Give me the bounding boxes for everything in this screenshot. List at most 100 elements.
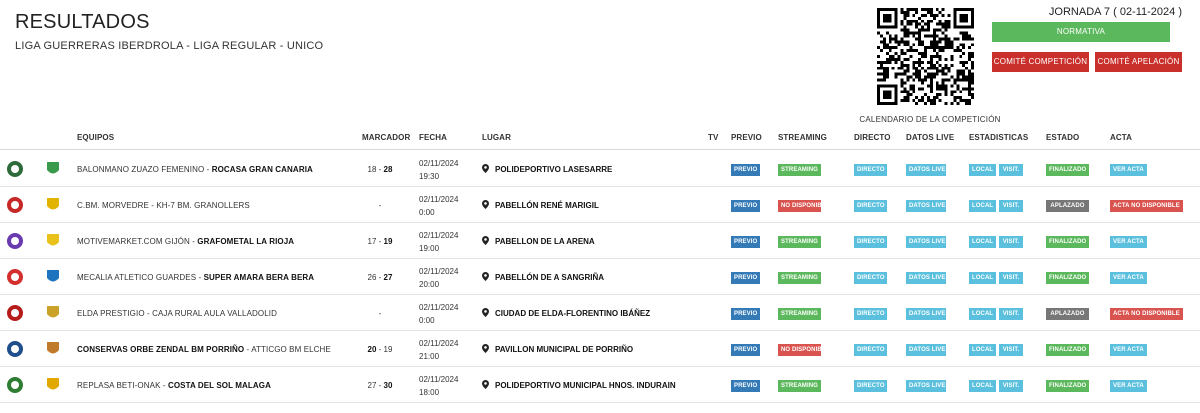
table-row: CONSERVAS ORBE ZENDAL BM PORRIÑO - ATTIC…: [0, 331, 1200, 367]
comite-competicion-button[interactable]: COMITÉ COMPETICIÓN: [992, 52, 1089, 72]
directo-button[interactable]: DIRECTO: [854, 272, 887, 284]
visitor-team-name[interactable]: COSTA DEL SOL MALAGA: [167, 381, 271, 390]
teams-cell[interactable]: BALONMANO ZUAZO FEMENINO - ROCASA GRAN C…: [77, 165, 313, 174]
datos-live-button[interactable]: DATOS LIVE: [906, 344, 946, 356]
venue-cell[interactable]: PABELLÓN DE A SANGRIÑA: [482, 272, 604, 282]
page-title: RESULTADOS: [15, 11, 150, 33]
previo-button[interactable]: PREVIO: [731, 272, 760, 284]
score-cell: 18 - 28: [340, 165, 420, 174]
venue-name[interactable]: PABELLÓN DE A SANGRIÑA: [495, 273, 605, 282]
stats-local-button[interactable]: LOCAL: [969, 380, 996, 392]
local-team-name[interactable]: MECALIA ATLETICO GUARDES: [77, 273, 197, 282]
local-team-name[interactable]: C.BM. MORVEDRE: [77, 201, 149, 210]
venue-cell[interactable]: POLIDEPORTIVO MUNICIPAL HNOS. INDURAIN: [482, 380, 676, 390]
stats-local-button[interactable]: LOCAL: [969, 272, 996, 284]
acta-button[interactable]: VER ACTA: [1110, 164, 1147, 176]
match-time: 18:00: [419, 388, 440, 397]
venue-cell[interactable]: PABELLÓN RENÉ MARIGIL: [482, 200, 599, 210]
directo-button[interactable]: DIRECTO: [854, 308, 887, 320]
acta-button[interactable]: VER ACTA: [1110, 272, 1147, 284]
venue-name[interactable]: PABELLÓN RENÉ MARIGIL: [495, 201, 599, 210]
previo-button[interactable]: PREVIO: [731, 380, 760, 392]
score-local: 20: [367, 345, 377, 354]
teams-cell[interactable]: CONSERVAS ORBE ZENDAL BM PORRIÑO - ATTIC…: [77, 345, 331, 354]
previo-button[interactable]: PREVIO: [731, 236, 760, 248]
local-team-name[interactable]: MOTIVEMARKET.COM GIJÓN: [77, 237, 190, 246]
table-row: C.BM. MORVEDRE - KH-7 BM. GRANOLLERS -02/…: [0, 187, 1200, 223]
visitor-team-name[interactable]: GRAFOMETAL LA RIOJA: [197, 237, 295, 246]
local-team-name[interactable]: CONSERVAS ORBE ZENDAL BM PORRIÑO: [77, 345, 245, 354]
teams-cell[interactable]: REPLASA BETI-ONAK - COSTA DEL SOL MALAGA: [77, 381, 271, 390]
local-team-name[interactable]: ELDA PRESTIGIO: [77, 309, 145, 318]
streaming-button[interactable]: STREAMING: [778, 272, 821, 284]
streaming-button[interactable]: STREAMING: [778, 308, 821, 320]
datos-live-button[interactable]: DATOS LIVE: [906, 308, 946, 320]
directo-button[interactable]: DIRECTO: [854, 164, 887, 176]
datos-live-button[interactable]: DATOS LIVE: [906, 200, 946, 212]
acta-button[interactable]: VER ACTA: [1110, 236, 1147, 248]
datos-live-button[interactable]: DATOS LIVE: [906, 164, 946, 176]
acta-button[interactable]: VER ACTA: [1110, 380, 1147, 392]
previo-button[interactable]: PREVIO: [731, 308, 760, 320]
visitor-team-logo-icon: [47, 198, 59, 210]
venue-cell[interactable]: CIUDAD DE ELDA-FLORENTINO IBÁÑEZ: [482, 308, 650, 318]
directo-button[interactable]: DIRECTO: [854, 380, 887, 392]
previo-button[interactable]: PREVIO: [731, 344, 760, 356]
teams-cell[interactable]: MECALIA ATLETICO GUARDES - SUPER AMARA B…: [77, 273, 314, 282]
match-time: 0:00: [419, 316, 435, 325]
streaming-button[interactable]: STREAMING: [778, 236, 821, 248]
previo-button[interactable]: PREVIO: [731, 164, 760, 176]
qr-code-icon[interactable]: [877, 8, 974, 105]
teams-cell[interactable]: C.BM. MORVEDRE - KH-7 BM. GRANOLLERS: [77, 201, 250, 210]
stats-visit-button[interactable]: VISIT.: [999, 200, 1023, 212]
stats-visit-button[interactable]: VISIT.: [999, 164, 1023, 176]
venue-name[interactable]: POLIDEPORTIVO LASESARRE: [495, 165, 613, 174]
score-separator: -: [376, 237, 384, 246]
stats-visit-button[interactable]: VISIT.: [999, 380, 1023, 392]
streaming-button[interactable]: STREAMING: [778, 380, 821, 392]
visitor-team-name[interactable]: KH-7 BM. GRANOLLERS: [156, 201, 250, 210]
stats-local-button[interactable]: LOCAL: [969, 308, 996, 320]
venue-cell[interactable]: PAVILLON MUNICIPAL DE PORRIÑO: [482, 344, 633, 354]
venue-cell[interactable]: POLIDEPORTIVO LASESARRE: [482, 164, 612, 174]
stats-local-button[interactable]: LOCAL: [969, 236, 996, 248]
venue-cell[interactable]: PABELLON DE LA ARENA: [482, 236, 595, 246]
teams-cell[interactable]: MOTIVEMARKET.COM GIJÓN - GRAFOMETAL LA R…: [77, 237, 294, 246]
visitor-team-name[interactable]: CAJA RURAL AULA VALLADOLID: [152, 309, 277, 318]
acta-button[interactable]: VER ACTA: [1110, 344, 1147, 356]
venue-name[interactable]: PAVILLON MUNICIPAL DE PORRIÑO: [495, 345, 634, 354]
streaming-button[interactable]: NO DISPONIBLE: [778, 200, 830, 212]
stats-local-button[interactable]: LOCAL: [969, 200, 996, 212]
visitor-team-name[interactable]: ROCASA GRAN CANARIA: [211, 165, 313, 174]
datos-live-button[interactable]: DATOS LIVE: [906, 380, 946, 392]
previo-button[interactable]: PREVIO: [731, 200, 760, 212]
venue-name[interactable]: POLIDEPORTIVO MUNICIPAL HNOS. INDURAIN: [495, 381, 676, 390]
stats-visit-button[interactable]: VISIT.: [999, 236, 1023, 248]
col-acta: ACTA: [1110, 133, 1133, 142]
stats-visit-button[interactable]: VISIT.: [999, 308, 1023, 320]
directo-button[interactable]: DIRECTO: [854, 200, 887, 212]
stats-local-button[interactable]: LOCAL: [969, 164, 996, 176]
directo-button[interactable]: DIRECTO: [854, 344, 887, 356]
datos-live-button[interactable]: DATOS LIVE: [906, 272, 946, 284]
datos-live-button[interactable]: DATOS LIVE: [906, 236, 946, 248]
col-tv: TV: [708, 133, 719, 142]
streaming-button[interactable]: NO DISPONIBLE: [778, 344, 830, 356]
directo-button[interactable]: DIRECTO: [854, 236, 887, 248]
venue-name[interactable]: CIUDAD DE ELDA-FLORENTINO IBÁÑEZ: [495, 309, 651, 318]
stats-visit-button[interactable]: VISIT.: [999, 344, 1023, 356]
acta-button[interactable]: ACTA NO DISPONIBLE: [1110, 200, 1183, 212]
visitor-team-name[interactable]: ATTICGO BM ELCHE: [251, 345, 331, 354]
local-team-name[interactable]: BALONMANO ZUAZO FEMENINO: [77, 165, 205, 174]
stats-visit-button[interactable]: VISIT.: [999, 272, 1023, 284]
visitor-team-name[interactable]: SUPER AMARA BERA BERA: [203, 273, 315, 282]
stats-local-button[interactable]: LOCAL: [969, 344, 996, 356]
venue-name[interactable]: PABELLON DE LA ARENA: [495, 237, 595, 246]
normativa-button[interactable]: NORMATIVA: [992, 22, 1170, 42]
streaming-button[interactable]: STREAMING: [778, 164, 821, 176]
status-badge: FINALIZADO: [1046, 272, 1089, 284]
local-team-name[interactable]: REPLASA BETI-ONAK: [77, 381, 161, 390]
acta-button[interactable]: ACTA NO DISPONIBLE: [1110, 308, 1183, 320]
comite-apelacion-button[interactable]: COMITÉ APELACIÓN: [1095, 52, 1182, 72]
teams-cell[interactable]: ELDA PRESTIGIO - CAJA RURAL AULA VALLADO…: [77, 309, 277, 318]
